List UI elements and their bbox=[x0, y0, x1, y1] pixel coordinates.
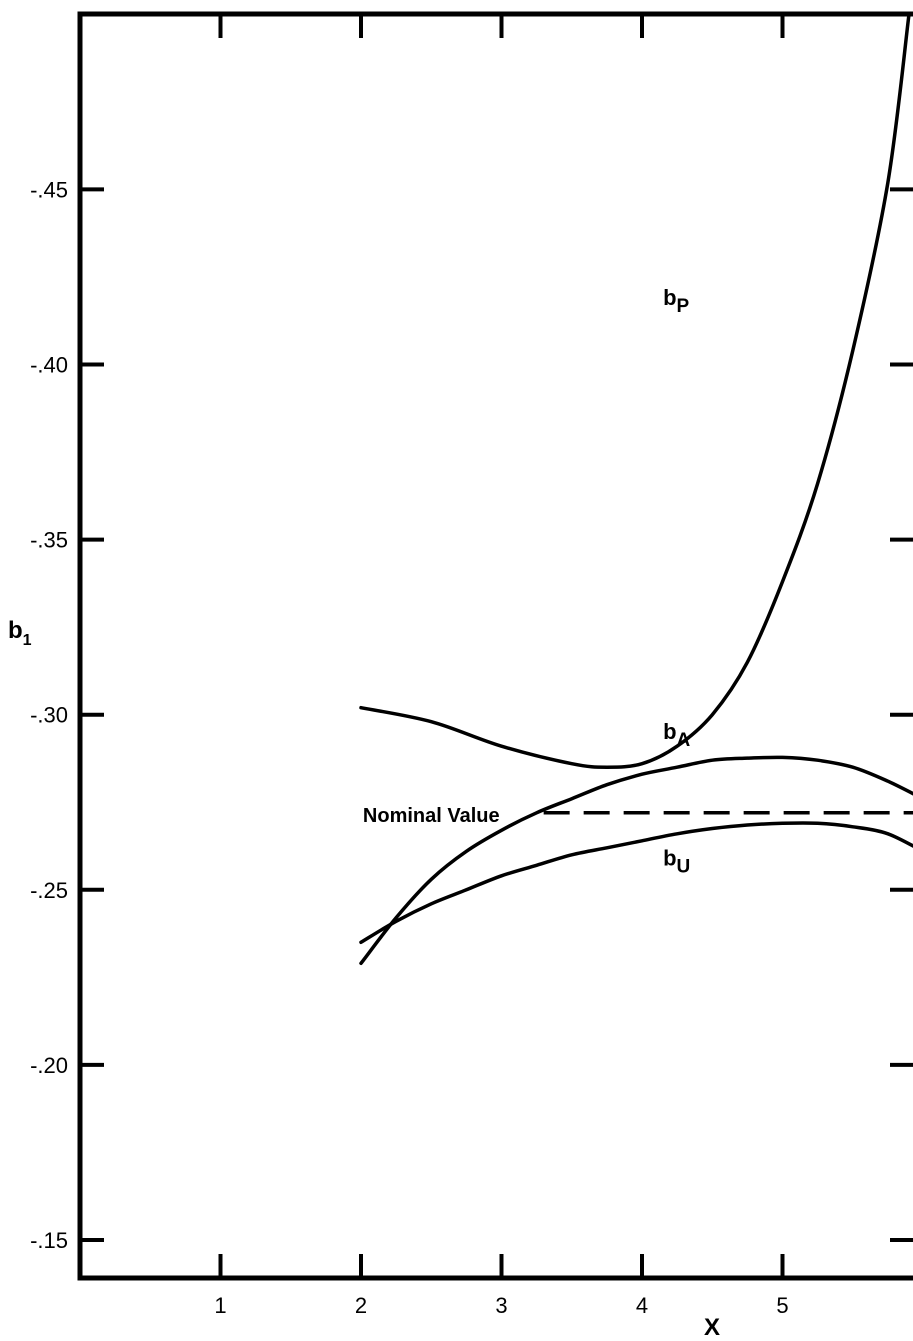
series-label-main: b bbox=[663, 719, 676, 744]
y-tick-label: -.45 bbox=[30, 177, 68, 202]
series-label-bp: bP bbox=[663, 285, 689, 317]
series-label-ba: bA bbox=[663, 719, 690, 751]
y-axis-ticks: -.15 -.20 -.25 -.30 -.35 -.40 -.45 bbox=[30, 177, 913, 1253]
series-label-subscript: U bbox=[677, 856, 691, 877]
x-tick-label: 2 bbox=[355, 1293, 367, 1318]
x-tick-label: 5 bbox=[776, 1293, 788, 1318]
y-axis-label-sub: 1 bbox=[23, 632, 32, 649]
y-tick-label: -.15 bbox=[30, 1228, 68, 1253]
x-tick-label: 3 bbox=[495, 1293, 507, 1318]
x-axis-ticks: 1 2 3 4 5 bbox=[214, 14, 789, 1318]
series-line-ba bbox=[359, 755, 913, 966]
x-axis-label: X bbox=[704, 1314, 720, 1341]
y-tick-label: -.30 bbox=[30, 703, 68, 728]
reference-layer: Nominal Value bbox=[363, 805, 913, 827]
series-label-main: b bbox=[663, 285, 676, 310]
y-tick-label: -.20 bbox=[30, 1053, 68, 1078]
nominal-value-label: Nominal Value bbox=[363, 805, 500, 827]
y-axis-label-main: b bbox=[8, 617, 23, 644]
series-label-subscript: P bbox=[677, 296, 690, 317]
y-tick-label: -.25 bbox=[30, 878, 68, 903]
y-axis-label: b1 bbox=[8, 617, 32, 649]
series-label-main: b bbox=[663, 845, 676, 870]
x-tick-label: 4 bbox=[636, 1293, 648, 1318]
series-line-bu bbox=[359, 821, 913, 945]
series-label-subscript: A bbox=[677, 730, 691, 751]
series-label-bu: bU bbox=[663, 845, 690, 877]
x-tick-label: 1 bbox=[214, 1293, 226, 1318]
series-layer bbox=[359, 12, 913, 966]
plot-frame bbox=[77, 11, 913, 1281]
series-line-bp bbox=[359, 12, 911, 769]
y-tick-label: -.35 bbox=[30, 528, 68, 553]
y-tick-label: -.40 bbox=[30, 353, 68, 378]
